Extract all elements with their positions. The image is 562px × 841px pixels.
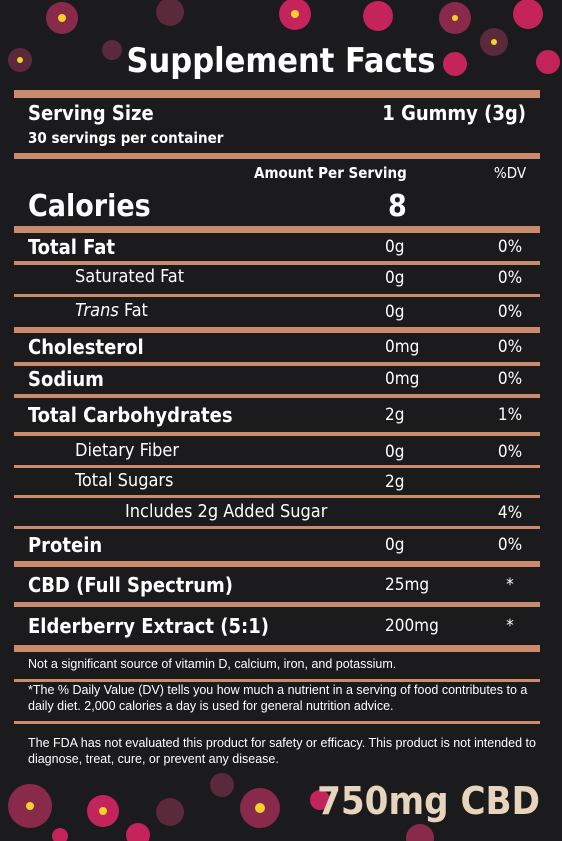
row-label: Total Sugars <box>75 470 174 491</box>
row-label: CBD (Full Spectrum) <box>28 573 234 597</box>
divider <box>14 465 540 468</box>
footnote: *The % Daily Value (DV) tells you how mu… <box>28 683 528 713</box>
row-amount: 0g <box>385 268 405 288</box>
divider <box>14 153 540 159</box>
row-amount: 200mg <box>385 616 439 636</box>
row-amount: 0mg <box>385 369 420 389</box>
footnote: Not a significant source of vitamin D, c… <box>28 657 397 671</box>
dv-header: %DV <box>493 164 527 182</box>
divider <box>14 561 540 567</box>
row-dv: 0% <box>497 268 523 288</box>
divider <box>14 432 540 436</box>
row-label: Elderberry Extract (5:1) <box>28 614 269 638</box>
serving-size-label: Serving Size <box>28 101 154 125</box>
row-label-text: Fat <box>123 300 148 321</box>
row-dv: 0% <box>497 369 523 389</box>
cbd-badge: 750mg CBD <box>317 779 540 823</box>
row-label: Total Fat <box>28 235 116 259</box>
row-dv: 0% <box>497 302 523 322</box>
row-dv: * <box>506 616 514 636</box>
row-amount: 2g <box>385 472 405 492</box>
row-dv: 0% <box>497 442 523 462</box>
amount-per-serving: Amount Per Serving <box>254 164 407 182</box>
row-amount: 0g <box>385 535 405 555</box>
row-amount: 0mg <box>385 337 420 357</box>
row-label: Trans Fat <box>75 302 148 320</box>
row-amount: 2g <box>385 405 405 425</box>
divider <box>14 721 540 724</box>
divider <box>14 294 540 297</box>
divider <box>14 261 540 265</box>
title: Supplement Facts <box>126 41 436 81</box>
row-amount: 0g <box>385 237 405 257</box>
divider <box>14 362 540 366</box>
divider <box>14 327 540 333</box>
row-label: Cholesterol <box>28 335 144 359</box>
row-label: Includes 2g Added Sugar <box>125 501 328 522</box>
row-dv: 0% <box>497 337 523 357</box>
row-label: Dietary Fiber <box>75 440 179 461</box>
row-dv: 0% <box>497 237 523 257</box>
divider <box>14 602 540 607</box>
row-amount: 25mg <box>385 575 430 595</box>
divider <box>14 645 540 652</box>
divider <box>14 679 540 682</box>
row-dv: 1% <box>497 405 523 425</box>
divider <box>14 526 540 529</box>
row-dv: 0% <box>497 535 523 555</box>
row-label: Protein <box>28 533 103 557</box>
row-label: Saturated Fat <box>75 266 185 287</box>
row-label: Total Carbohydrates <box>28 403 233 427</box>
divider <box>14 495 540 498</box>
serving-size-value: 1 Gummy (3g) <box>382 101 526 125</box>
row-label-italic: Trans <box>75 300 119 321</box>
row-amount: 0g <box>385 442 405 462</box>
calories-label: Calories <box>28 189 151 224</box>
row-dv: * <box>506 575 514 595</box>
divider <box>14 394 540 398</box>
row-dv: 4% <box>497 503 523 523</box>
row-amount: 0g <box>385 302 405 322</box>
footnote: The FDA has not evaluated this product f… <box>28 736 536 766</box>
divider <box>14 226 540 233</box>
divider <box>14 90 540 98</box>
row-label: Sodium <box>28 367 104 391</box>
calories-value: 8 <box>388 189 407 224</box>
servings-per-container: 30 servings per container <box>28 129 224 147</box>
